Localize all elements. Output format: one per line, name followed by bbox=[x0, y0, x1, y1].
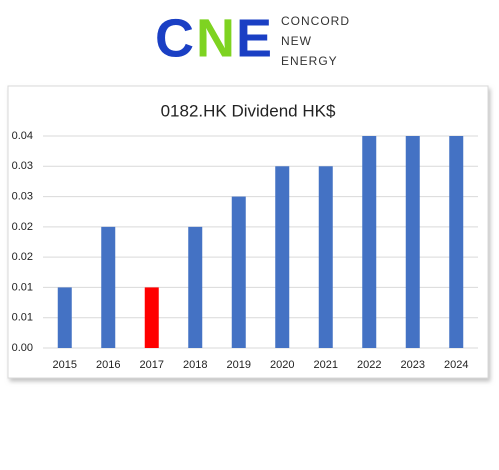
x-tick-label: 2018 bbox=[183, 359, 207, 371]
bar bbox=[318, 166, 333, 348]
y-tick-label: 0.00 bbox=[12, 342, 33, 354]
y-tick-label: 0.02 bbox=[12, 251, 33, 263]
bar bbox=[101, 226, 116, 348]
x-tick-label: 2017 bbox=[140, 359, 164, 371]
y-tick-label: 0.02 bbox=[12, 221, 33, 233]
logo: C N E CONCORD NEW ENERGY bbox=[155, 8, 350, 68]
x-tick-label: 2016 bbox=[96, 359, 120, 371]
logo-name: CONCORD bbox=[281, 14, 350, 28]
x-tick-label: 2020 bbox=[270, 359, 294, 371]
bar bbox=[405, 136, 420, 348]
bar bbox=[275, 166, 290, 348]
bar bbox=[362, 136, 377, 348]
y-tick-label: 0.01 bbox=[12, 312, 33, 324]
x-tick-label: 2015 bbox=[53, 359, 77, 371]
plot: 0.00 0.01 0.01 0.02 0.02 0.03 0.03 0.04 2015 2016… bbox=[12, 130, 478, 371]
bar bbox=[188, 226, 203, 348]
chart-title: 0182.HK Dividend HK$ bbox=[161, 101, 336, 120]
logo-name: ENERGY bbox=[281, 54, 338, 68]
logo-letter: N bbox=[196, 8, 235, 68]
x-tick-label: 2022 bbox=[357, 359, 381, 371]
x-tick-label: 2019 bbox=[227, 359, 251, 371]
bar bbox=[57, 287, 72, 348]
bar bbox=[231, 196, 246, 348]
y-tick-label: 0.01 bbox=[12, 281, 33, 293]
bar bbox=[449, 136, 464, 348]
y-tick-label: 0.03 bbox=[12, 160, 33, 172]
y-tick-label: 0.03 bbox=[12, 190, 33, 202]
x-tick-label: 2024 bbox=[444, 359, 468, 371]
x-tick-label: 2023 bbox=[401, 359, 425, 371]
bar bbox=[144, 287, 159, 348]
x-tick-label: 2021 bbox=[314, 359, 338, 371]
y-tick-label: 0.04 bbox=[12, 130, 33, 142]
logo-letter: E bbox=[236, 8, 272, 68]
logo-name: NEW bbox=[281, 34, 312, 48]
logo-letter: C bbox=[155, 8, 194, 68]
